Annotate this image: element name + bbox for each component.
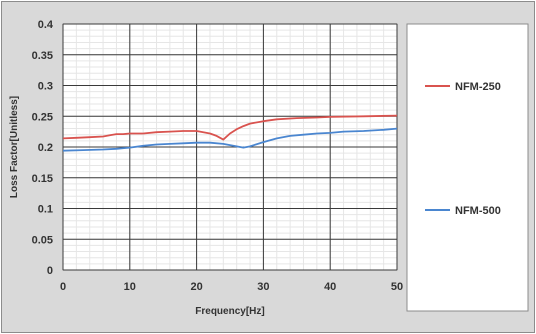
y-tick-label: 0.2 — [38, 142, 53, 154]
y-tick-labels: 0 0.05 0.1 0.15 0.2 0.25 0.3 0.35 0.4 — [32, 19, 54, 277]
y-tick-label: 0.35 — [32, 50, 53, 62]
y-tick-label: 0.05 — [32, 234, 53, 246]
x-tick-labels: 0 10 20 30 40 50 — [60, 281, 403, 293]
legend-label-nfm-250: NFM-250 — [455, 81, 501, 93]
series-line-nfm-500 — [62, 127, 398, 152]
x-axis-label: Frequency[Hz] — [195, 306, 264, 317]
x-tick-label: 50 — [391, 281, 403, 293]
y-axis-label: Loss Factor[Unitless] — [9, 96, 20, 198]
x-tick-label: 30 — [257, 281, 269, 293]
x-tick-label: 20 — [190, 281, 202, 293]
y-tick-label: 0 — [47, 265, 53, 277]
legend-label-nfm-500: NFM-500 — [455, 205, 501, 217]
x-tick-label: 0 — [60, 281, 66, 293]
legend — [406, 23, 529, 312]
y-tick-label: 0.25 — [32, 111, 53, 123]
y-tick-label: 0.3 — [38, 81, 53, 93]
y-tick-label: 0.4 — [38, 19, 54, 31]
x-tick-label: 40 — [324, 281, 336, 293]
y-tick-label: 0.1 — [38, 204, 53, 216]
series-line-nfm-250 — [62, 114, 398, 141]
y-tick-label: 0.15 — [32, 173, 53, 185]
x-tick-label: 10 — [124, 281, 136, 293]
series-layer — [62, 114, 398, 152]
